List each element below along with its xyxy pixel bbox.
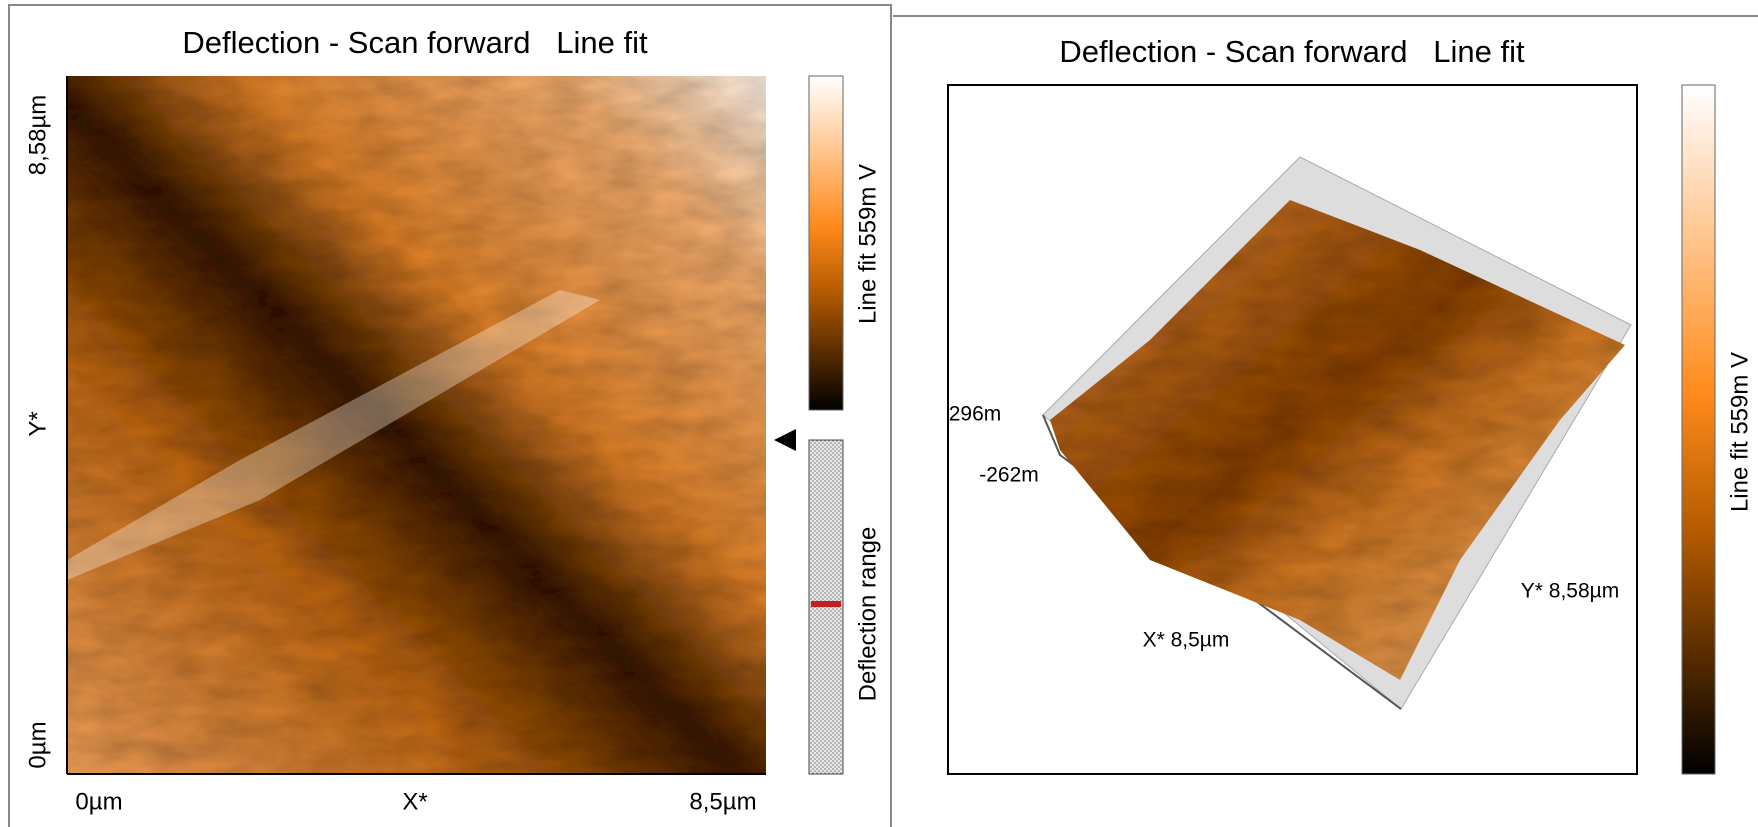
range-indicator — [811, 601, 841, 607]
left-panel: Deflection - Scan forward Line fit 8,58µ… — [9, 5, 891, 827]
x-label-middle: X* — [402, 788, 427, 815]
y-label-top: 8,58µm — [24, 95, 51, 176]
afm-image — [67, 76, 766, 774]
y-label-bottom: 0µm — [24, 721, 51, 768]
colorbar-label: Line fit 559m V — [854, 164, 881, 324]
range-marker[interactable] — [774, 429, 796, 451]
z-top-label: 296m — [949, 403, 1002, 426]
panel-title: Deflection - Scan forward Line fit — [1059, 34, 1525, 69]
screen: Deflection - Scan forward Line fit 8,58µ… — [0, 0, 1758, 827]
right-panel: Deflection - Scan forward Line fit 296m … — [893, 16, 1758, 774]
z-bottom-label: -262m — [979, 464, 1039, 487]
x-label-left: 0µm — [75, 788, 122, 815]
y-label-middle: Y* — [24, 411, 51, 436]
colorbar-label: Line fit 559m V — [1726, 352, 1753, 512]
panel-title: Deflection - Scan forward Line fit — [182, 25, 648, 60]
y-axis-label: Y* 8,58µm — [1521, 580, 1619, 603]
range-label: Deflection range — [854, 527, 881, 702]
colorbar — [1682, 85, 1715, 774]
x-axis-label: X* 8,5µm — [1143, 629, 1230, 652]
x-label-right: 8,5µm — [689, 788, 756, 815]
colorbar — [809, 76, 843, 410]
